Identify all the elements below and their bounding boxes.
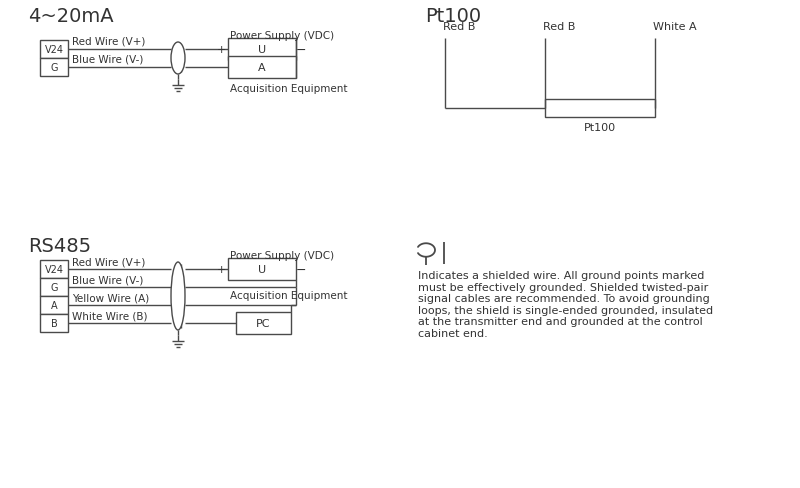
- Text: Red Wire (V+): Red Wire (V+): [72, 258, 146, 267]
- Text: U: U: [258, 45, 266, 55]
- Bar: [40, 314, 68, 332]
- Bar: [40, 296, 68, 314]
- Bar: [40, 59, 68, 77]
- Text: PC: PC: [256, 318, 270, 328]
- Text: A: A: [50, 301, 58, 310]
- Text: U: U: [258, 264, 266, 274]
- Text: Blue Wire (V-): Blue Wire (V-): [72, 275, 143, 285]
- Text: Yellow Wire (A): Yellow Wire (A): [72, 293, 150, 304]
- Text: 4~20mA: 4~20mA: [28, 7, 114, 26]
- Text: White Wire (B): White Wire (B): [72, 311, 147, 321]
- Text: White A: White A: [653, 22, 697, 32]
- Text: B: B: [50, 318, 58, 328]
- Text: RS485: RS485: [28, 237, 91, 256]
- Text: Acquisition Equipment: Acquisition Equipment: [230, 84, 347, 94]
- Text: A: A: [258, 63, 266, 73]
- Bar: [545, 100, 655, 118]
- Bar: [228, 57, 296, 79]
- Text: Acquisition Equipment: Acquisition Equipment: [230, 290, 347, 301]
- Ellipse shape: [171, 43, 185, 75]
- Text: V24: V24: [45, 264, 63, 274]
- Bar: [228, 39, 296, 61]
- Text: +: +: [216, 264, 226, 274]
- Text: Blue Wire (V-): Blue Wire (V-): [72, 55, 143, 65]
- Ellipse shape: [171, 263, 185, 330]
- Bar: [236, 312, 291, 334]
- Text: G: G: [50, 283, 58, 292]
- Text: Red Wire (V+): Red Wire (V+): [72, 37, 146, 47]
- Bar: [40, 279, 68, 296]
- Text: Red B: Red B: [543, 22, 575, 32]
- Text: V24: V24: [45, 45, 63, 55]
- Text: Pt100: Pt100: [425, 7, 481, 26]
- Text: G: G: [50, 63, 58, 73]
- Bar: [40, 41, 68, 59]
- Text: Red B: Red B: [443, 22, 475, 32]
- Text: Power Supply (VDC): Power Supply (VDC): [230, 250, 334, 261]
- Bar: [40, 261, 68, 279]
- Text: Indicates a shielded wire. All ground points marked
must be effectively grounded: Indicates a shielded wire. All ground po…: [418, 270, 713, 338]
- Text: −: −: [296, 263, 306, 276]
- Text: −: −: [296, 43, 306, 57]
- Text: Power Supply (VDC): Power Supply (VDC): [230, 31, 334, 41]
- Text: Pt100: Pt100: [584, 123, 616, 133]
- Bar: [228, 259, 296, 281]
- Text: +: +: [216, 45, 226, 55]
